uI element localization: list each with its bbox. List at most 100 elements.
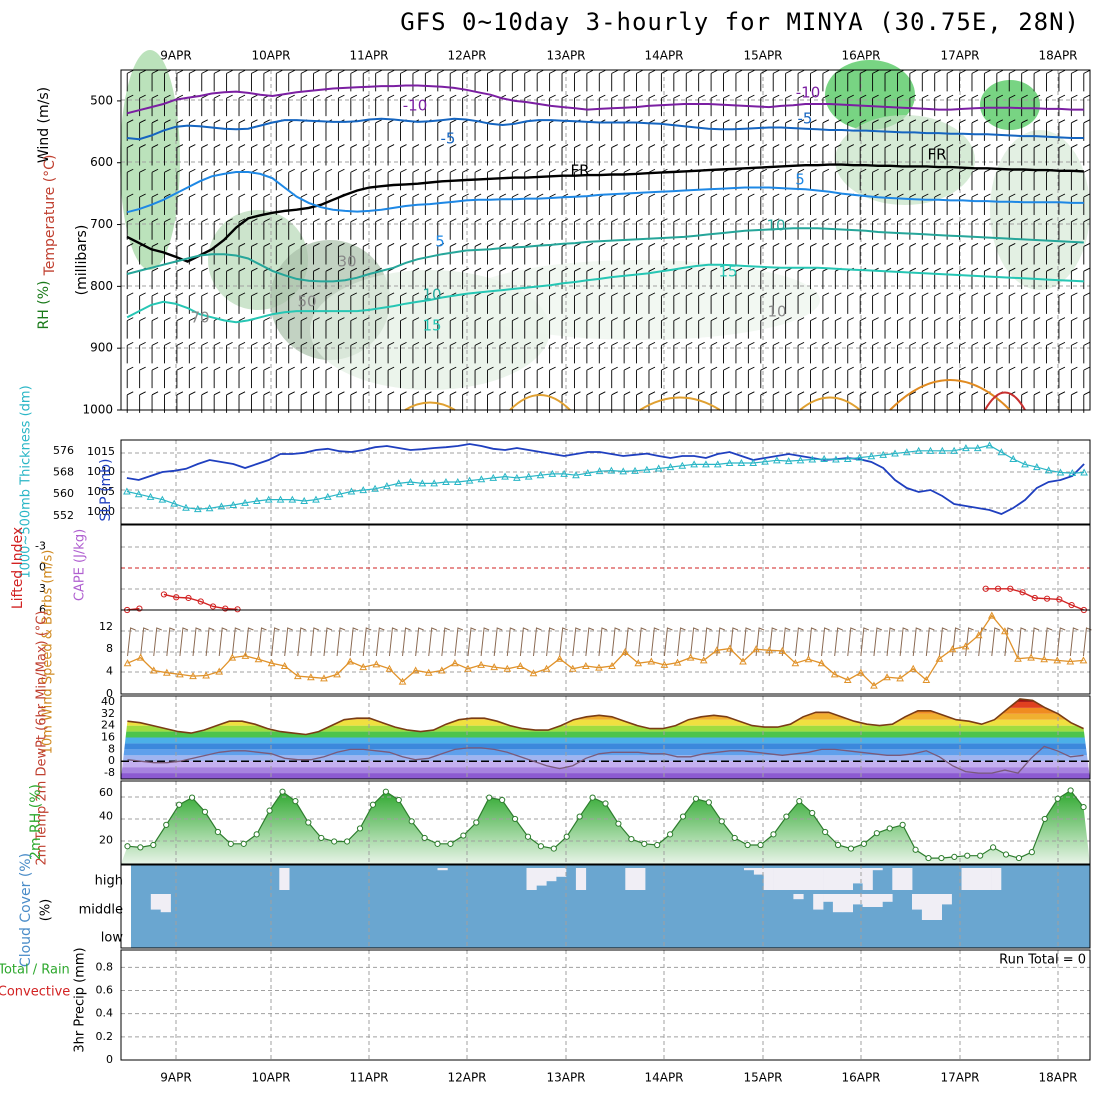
wind-barb xyxy=(275,366,283,389)
thickness-marker xyxy=(631,466,639,474)
wind-barb-10m xyxy=(794,627,804,657)
wind-barb xyxy=(921,69,929,92)
wind-barb xyxy=(586,366,594,389)
wind-barb-10m xyxy=(677,627,686,657)
y-tick-label: 600 xyxy=(90,155,113,169)
wind-speed-marker xyxy=(974,631,983,639)
wind-barb xyxy=(959,243,966,265)
wind-barb xyxy=(822,193,830,215)
wind-barb xyxy=(573,243,581,265)
wind-barb xyxy=(1021,144,1028,166)
wind-barb xyxy=(673,366,681,389)
wind-barb xyxy=(412,317,420,339)
wind-barb xyxy=(797,292,805,314)
cloud-unit-label: (%) xyxy=(39,899,54,922)
wind-barb-10m xyxy=(140,627,149,657)
wind-barb xyxy=(648,69,656,92)
thickness-marker xyxy=(453,477,462,485)
thickness-marker xyxy=(973,444,982,452)
wind-barb xyxy=(660,243,668,265)
wind-tick-label: 0 xyxy=(106,687,113,700)
wind-barb xyxy=(636,193,643,215)
wind-speed-marker xyxy=(582,661,590,669)
wind-speed-marker xyxy=(1014,654,1022,662)
x-tick-label-bottom: 11APR xyxy=(349,1071,388,1085)
wind-barb xyxy=(462,144,469,166)
wind-speed-marker xyxy=(608,661,616,669)
x-tick-label-bottom: 13APR xyxy=(546,1071,585,1085)
wind-barb xyxy=(250,292,258,314)
wind-barb xyxy=(698,292,705,314)
wind-barb xyxy=(896,193,904,215)
wind-barb xyxy=(238,144,246,166)
wind-barb xyxy=(437,168,444,191)
contour-label: 30 xyxy=(337,253,356,271)
wind-barb xyxy=(859,341,867,364)
wind-barb xyxy=(387,144,395,166)
wind-barb xyxy=(1058,317,1066,339)
rh-marker xyxy=(369,801,377,808)
wind-barb xyxy=(996,218,1004,240)
wind-barb xyxy=(561,69,569,92)
wind-barb xyxy=(772,292,780,314)
thickness-marker xyxy=(335,490,344,498)
wind-barb xyxy=(400,366,407,389)
wind-barb xyxy=(847,292,854,314)
wind-barb xyxy=(660,69,668,92)
wind-barb xyxy=(126,366,134,389)
rh-marker xyxy=(718,818,725,825)
wind-barb-10m xyxy=(585,627,595,657)
wind-barb xyxy=(772,317,780,339)
wind-barb xyxy=(288,317,295,339)
cloud-gap-cell xyxy=(546,868,557,882)
cloud-gap-cell xyxy=(813,868,824,890)
wind-barb xyxy=(934,341,941,364)
thickness-marker xyxy=(536,471,545,479)
thickness-marker xyxy=(619,467,628,475)
wind-barb xyxy=(437,144,444,166)
wind-barb xyxy=(959,341,966,364)
wind-barb xyxy=(934,317,941,339)
wind-barb xyxy=(723,317,730,339)
temp-band xyxy=(121,743,1090,750)
wind-barb xyxy=(847,144,854,166)
wind-barb xyxy=(611,267,618,290)
wind-barb xyxy=(387,341,395,364)
thickness-marker xyxy=(123,487,131,495)
wind-barb xyxy=(201,193,208,215)
wind-barb xyxy=(909,366,917,389)
wind-barb xyxy=(424,366,432,389)
wind-barb xyxy=(909,243,917,265)
wind-barb xyxy=(983,267,991,290)
wind-barb xyxy=(710,94,718,117)
wind-barb xyxy=(487,366,494,389)
wind-barb xyxy=(437,69,444,92)
wind-barb xyxy=(238,193,246,215)
contour-label: FR xyxy=(927,146,946,164)
cloud-gap-cell xyxy=(803,868,814,890)
thickness-marker xyxy=(1009,454,1018,462)
wind-barb xyxy=(511,69,519,92)
wind-barb xyxy=(921,144,929,166)
rh-marker xyxy=(1028,849,1035,856)
wind-barb xyxy=(685,366,693,389)
wind-barb xyxy=(176,317,184,339)
wind-barb xyxy=(934,366,941,389)
wind-barb xyxy=(660,341,668,364)
wind-barb xyxy=(636,292,643,314)
wind-barb xyxy=(698,193,705,215)
thickness-marker xyxy=(170,499,179,507)
wind-barb xyxy=(834,144,842,166)
wind-barb xyxy=(1058,341,1066,364)
precip-tick-label: 0.2 xyxy=(96,1030,114,1043)
wind-barb xyxy=(288,94,295,117)
thickness-marker xyxy=(1068,469,1077,477)
wind-barb xyxy=(710,366,718,389)
wind-barb xyxy=(238,267,246,290)
wind-barb xyxy=(275,317,283,339)
thickness-marker xyxy=(891,449,899,457)
wind-speed-marker xyxy=(123,659,132,667)
wind-speed-marker xyxy=(464,664,472,672)
wind-barb xyxy=(983,119,991,141)
wind-barb xyxy=(648,341,656,364)
